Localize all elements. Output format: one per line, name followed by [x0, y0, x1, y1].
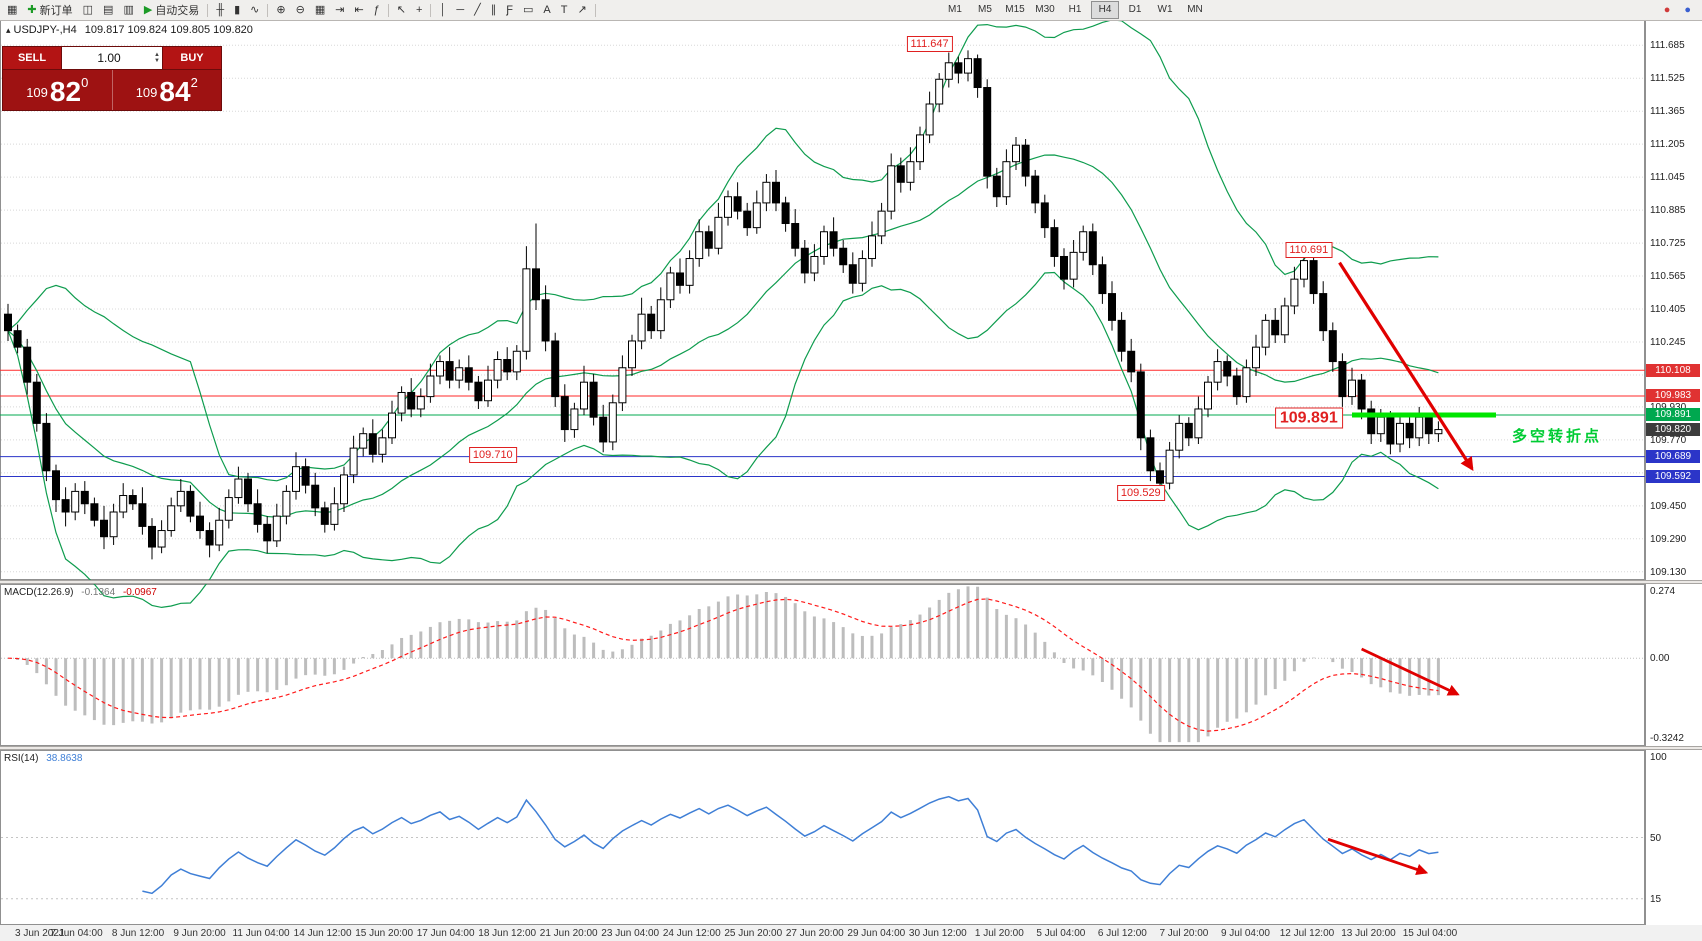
- rsi-value: 38.8638: [46, 753, 83, 764]
- macd-name: MACD(12.26.9): [4, 587, 74, 598]
- timeframe-d1[interactable]: D1: [1128, 4, 1142, 15]
- panel-separator[interactable]: [0, 746, 1702, 750]
- tile-windows-icon[interactable]: ▦: [314, 4, 326, 16]
- timeframe-m1[interactable]: M1: [948, 4, 962, 15]
- chart-window-icon[interactable]: ◫: [82, 4, 94, 16]
- timeframe-m5[interactable]: M5: [978, 4, 992, 15]
- zoom-in-icon[interactable]: ⊕: [276, 4, 286, 16]
- toolbar-separator: [430, 3, 432, 17]
- autotrading-button[interactable]: ▶ 自动交易: [143, 4, 200, 17]
- timeframe-w1[interactable]: W1: [1157, 4, 1173, 15]
- timeframe-h4[interactable]: H4: [1091, 1, 1119, 19]
- collapse-trade-panel-icon[interactable]: ▴: [6, 25, 11, 35]
- volume-spinner-icon[interactable]: ▲ ▼: [154, 52, 160, 64]
- timeframe-toolbar: M1 M5 M15 M30 H1 H4 D1 W1 MN: [940, 0, 1210, 20]
- horizontal-line-icon[interactable]: ─: [456, 4, 465, 16]
- macd-value-signal: -0.0967: [122, 587, 157, 598]
- label-icon[interactable]: T: [560, 4, 568, 16]
- macd-value-main: -0.1364: [81, 587, 116, 598]
- chart-shift-icon[interactable]: ⇤: [354, 4, 364, 16]
- help-icon[interactable]: ●: [1684, 4, 1691, 16]
- timeframe-m15[interactable]: M15: [1005, 4, 1025, 15]
- cursor-icon[interactable]: ↖: [396, 4, 407, 16]
- toolbar: ▦ ✚ 新订单 ◫ ▤ ▥ ▶ 自动交易 ╫ ▮ ∿ ⊕ ⊖ ▦ ⇥ ⇤ ƒ ↖ + │ ─ ╱ ∥ Ƒ ▭ A T ↗ M1 M5 M1…: [0, 0, 1702, 21]
- zoom-out-icon[interactable]: ⊖: [295, 4, 305, 16]
- arrow-tool-icon[interactable]: ↗: [577, 4, 587, 16]
- shapes-icon[interactable]: ▭: [522, 4, 534, 16]
- toolbar-separator: [387, 3, 389, 17]
- equidistant-channel-icon[interactable]: ∥: [490, 4, 497, 16]
- turning-point-label[interactable]: 多空转折点: [1512, 428, 1603, 445]
- auto-scroll-icon[interactable]: ⇥: [335, 4, 345, 16]
- line-chart-icon[interactable]: ∿: [250, 4, 260, 16]
- toolbar-separator: [207, 3, 209, 17]
- trendline-icon[interactable]: ╱: [474, 4, 481, 16]
- one-click-trading-panel: SELL 1.00 ▲ ▼ BUY 109 82 0 109 84 2: [2, 46, 222, 111]
- vertical-line-icon[interactable]: │: [439, 4, 447, 16]
- panel-separator[interactable]: [0, 580, 1702, 584]
- timeframe-h1[interactable]: H1: [1068, 4, 1082, 15]
- toolbar-right-group: ● ●: [1659, 0, 1696, 20]
- community-icon[interactable]: ●: [1663, 4, 1671, 16]
- symbol-info: ▴ USDJPY-,H4 109.817 109.824 109.805 109.8…: [6, 24, 253, 36]
- text-icon[interactable]: A: [543, 4, 551, 16]
- volume-input[interactable]: 1.00 ▲ ▼: [61, 47, 163, 69]
- toolbar-left-group: ▦ ✚ 新订单 ◫ ▤ ▥ ▶ 自动交易 ╫ ▮ ∿ ⊕ ⊖ ▦ ⇥ ⇤ ƒ ↖ + │ ─ ╱ ∥ Ƒ ▭ A T ↗: [2, 0, 599, 20]
- sell-price-button[interactable]: 109 82 0: [3, 70, 113, 110]
- sell-price-big: 82: [49, 76, 82, 107]
- timeframe-mn[interactable]: MN: [1187, 4, 1203, 15]
- symbol-title: USDJPY-,H4: [13, 24, 77, 36]
- symbol-ohlc: 109.817 109.824 109.805 109.820: [84, 24, 253, 36]
- candlestick-chart-icon[interactable]: ▮: [234, 4, 241, 16]
- new-order-button[interactable]: ✚ 新订单: [27, 4, 73, 17]
- rsi-label: RSI(14) 38.8638: [4, 753, 82, 764]
- timeframe-m30[interactable]: M30: [1035, 4, 1055, 15]
- terminal-icon[interactable]: ▦: [7, 4, 18, 16]
- crosshair-icon[interactable]: +: [416, 4, 423, 16]
- buy-price-prefix: 109: [135, 85, 158, 100]
- toolbar-separator: [594, 3, 596, 17]
- indicators-icon[interactable]: ƒ: [373, 4, 380, 16]
- sell-button[interactable]: SELL: [3, 47, 61, 69]
- sell-price-sup: 0: [81, 75, 89, 90]
- bar-chart-icon[interactable]: ╫: [216, 4, 225, 16]
- volume-value: 1.00: [97, 51, 121, 65]
- sell-price-prefix: 109: [26, 85, 48, 100]
- buy-price-sup: 2: [190, 75, 198, 90]
- profiles-icon[interactable]: ▤: [103, 4, 114, 16]
- market-watch-icon[interactable]: ▥: [123, 4, 134, 16]
- buy-price-big: 84: [159, 76, 191, 107]
- toolbar-separator: [267, 3, 269, 17]
- buy-button[interactable]: BUY: [163, 47, 221, 69]
- rsi-name: RSI(14): [4, 753, 39, 764]
- fibonacci-icon[interactable]: Ƒ: [506, 4, 513, 16]
- buy-price-button[interactable]: 109 84 2: [113, 70, 222, 110]
- macd-label: MACD(12.26.9) -0.1364 -0.0967: [4, 587, 157, 598]
